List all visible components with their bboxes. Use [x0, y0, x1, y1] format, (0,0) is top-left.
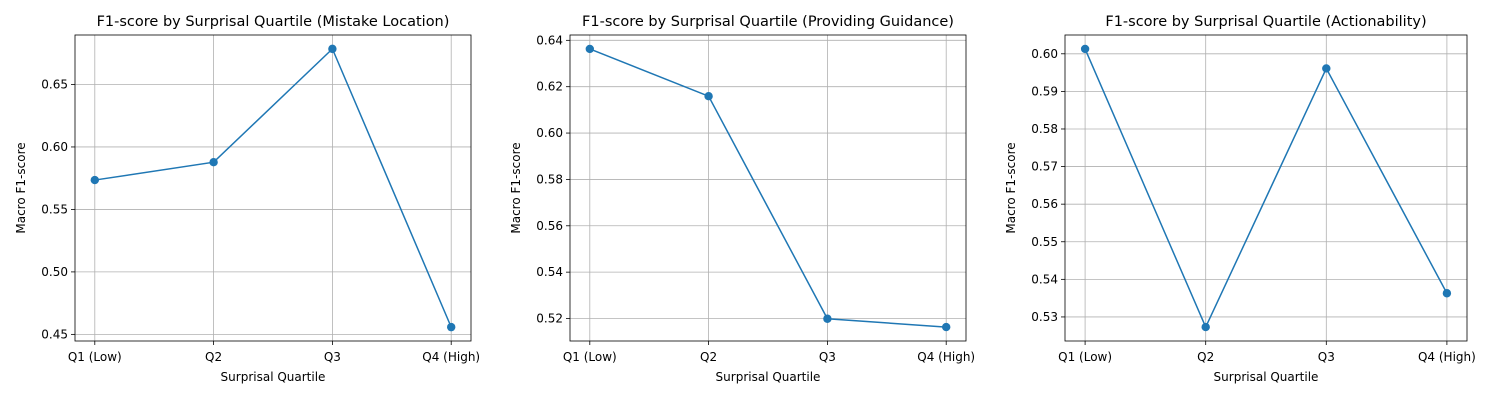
x-tick-label: Q3: [324, 350, 341, 364]
series-line: [1084, 48, 1448, 329]
y-tick-label: 0.58: [536, 172, 563, 186]
y-tick-label: 0.60: [1031, 47, 1058, 61]
x-axis-label: Surprisal Quartile: [716, 370, 821, 384]
y-axis-label: Macro F1-score: [14, 142, 28, 233]
chart-panel-1: Q1 (Low) Q2 Q3 Q4 (High) 0.45 0.50 0.55 0.60 0.6…: [14, 14, 480, 384]
data-point: [1322, 64, 1331, 73]
x-tick-label: Q4 (High): [422, 350, 480, 364]
data-point: [1201, 322, 1210, 332]
y-tick-label: 0.65: [41, 77, 68, 91]
chart-title: F1-score by Surprisal Quartile (Providin…: [582, 14, 954, 30]
x-tick-label: Q4 (High): [917, 350, 975, 364]
y-tick-label: 0.56: [536, 219, 563, 233]
data-point: [447, 322, 456, 332]
x-tick-label: Q1 (Low): [68, 350, 122, 364]
y-tick-label: 0.57: [1031, 160, 1058, 174]
series-line: [589, 48, 947, 328]
data-point: [1442, 289, 1452, 298]
x-tick-label: Q2: [700, 350, 717, 364]
y-tick-label: 0.60: [536, 126, 563, 140]
y-tick-label: 0.54: [536, 265, 563, 279]
x-axis-label: Surprisal Quartile: [221, 370, 326, 384]
plot-frame: [1064, 34, 1468, 342]
data-point: [209, 157, 218, 167]
x-tick-label: Q2: [205, 350, 222, 364]
x-tick-label: Q1 (Low): [563, 350, 617, 364]
x-tick-label: Q3: [1318, 350, 1335, 364]
y-tick-label: 0.52: [536, 312, 563, 326]
x-tick-label: Q4 (High): [1418, 350, 1476, 364]
y-tick-label: 0.56: [1031, 197, 1058, 211]
data-point: [823, 314, 832, 323]
data-point: [704, 92, 713, 101]
y-tick-label: 0.59: [1031, 84, 1058, 98]
y-tick-label: 0.60: [41, 140, 68, 154]
y-tick-label: 0.54: [1031, 272, 1058, 286]
x-tick-label: Q2: [1197, 350, 1214, 364]
data-point: [328, 44, 337, 54]
plot-frame: [569, 34, 967, 342]
y-tick-label: 0.62: [536, 80, 563, 94]
x-tick-label: Q3: [819, 350, 836, 364]
y-tick-label: 0.50: [41, 265, 68, 279]
y-tick-label: 0.53: [1031, 310, 1058, 324]
data-point: [585, 44, 594, 54]
series-line: [94, 47, 452, 328]
chart-title: F1-score by Surprisal Quartile (Mistake …: [97, 14, 450, 30]
y-tick-label: 0.64: [536, 33, 563, 47]
y-axis-label: Macro F1-score: [1004, 142, 1018, 233]
chart-panel-3: Q1 (Low) Q2 Q3 Q4 (High) 0.53 0.54 0.55 0.56 0.5…: [1004, 14, 1476, 384]
y-tick-label: 0.55: [1031, 235, 1058, 249]
y-tick-label: 0.55: [41, 202, 68, 216]
y-tick-label: 0.45: [41, 327, 68, 341]
data-point: [942, 322, 951, 332]
y-axis-label: Macro F1-score: [509, 142, 523, 233]
chart-panel-2: Q1 (Low) Q2 Q3 Q4 (High) 0.52 0.54 0.56 0.58 0.6…: [509, 14, 975, 384]
chart-title: F1-score by Surprisal Quartile (Actionab…: [1105, 14, 1426, 30]
data-point: [90, 175, 100, 185]
y-tick-label: 0.58: [1031, 122, 1058, 136]
data-point: [1080, 44, 1090, 54]
x-tick-label: Q1 (Low): [1058, 350, 1112, 364]
x-axis-label: Surprisal Quartile: [1214, 370, 1319, 384]
plot-frame: [74, 34, 472, 342]
